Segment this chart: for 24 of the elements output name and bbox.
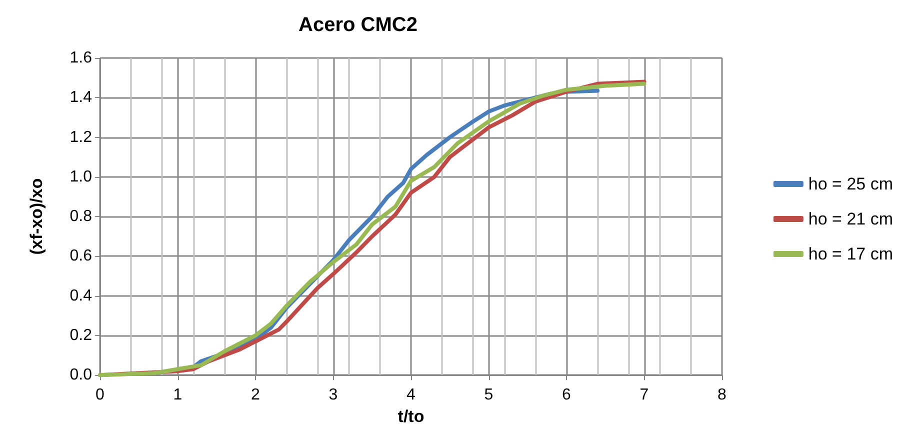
- y-tick-label: 1.0: [70, 168, 92, 186]
- x-tick-label: 1: [173, 386, 182, 404]
- y-tick-label: 0.6: [70, 248, 92, 265]
- x-tick-label: 7: [640, 386, 649, 404]
- y-tick-label: 1.6: [70, 50, 92, 66]
- x-tick-label: 3: [328, 386, 338, 404]
- x-tick-label: 4: [406, 386, 416, 404]
- y-tick-label: 0.4: [70, 287, 92, 304]
- y-tick-label: 1.2: [70, 128, 92, 146]
- y-tick-label: 0.8: [70, 208, 92, 226]
- x-tick-label: 8: [718, 386, 727, 404]
- legend-label: ho = 21 cm: [808, 210, 893, 228]
- x-tick-label: 2: [251, 386, 260, 404]
- x-axis-title: t/to: [398, 407, 424, 426]
- y-tick-label: 0.0: [70, 366, 92, 384]
- x-tick-label: 0: [96, 386, 105, 404]
- y-tick-label: 1.4: [70, 89, 92, 106]
- x-tick-label: 6: [562, 386, 572, 404]
- legend-label: ho = 25 cm: [808, 174, 893, 194]
- legend-label: ho = 17 cm: [808, 244, 893, 264]
- x-tick-label: 5: [484, 386, 494, 404]
- y-axis-title: (xf-xo)/xo: [27, 178, 46, 255]
- chart-title: Acero CMC2: [298, 14, 418, 36]
- y-tick-label: 0.2: [70, 326, 92, 344]
